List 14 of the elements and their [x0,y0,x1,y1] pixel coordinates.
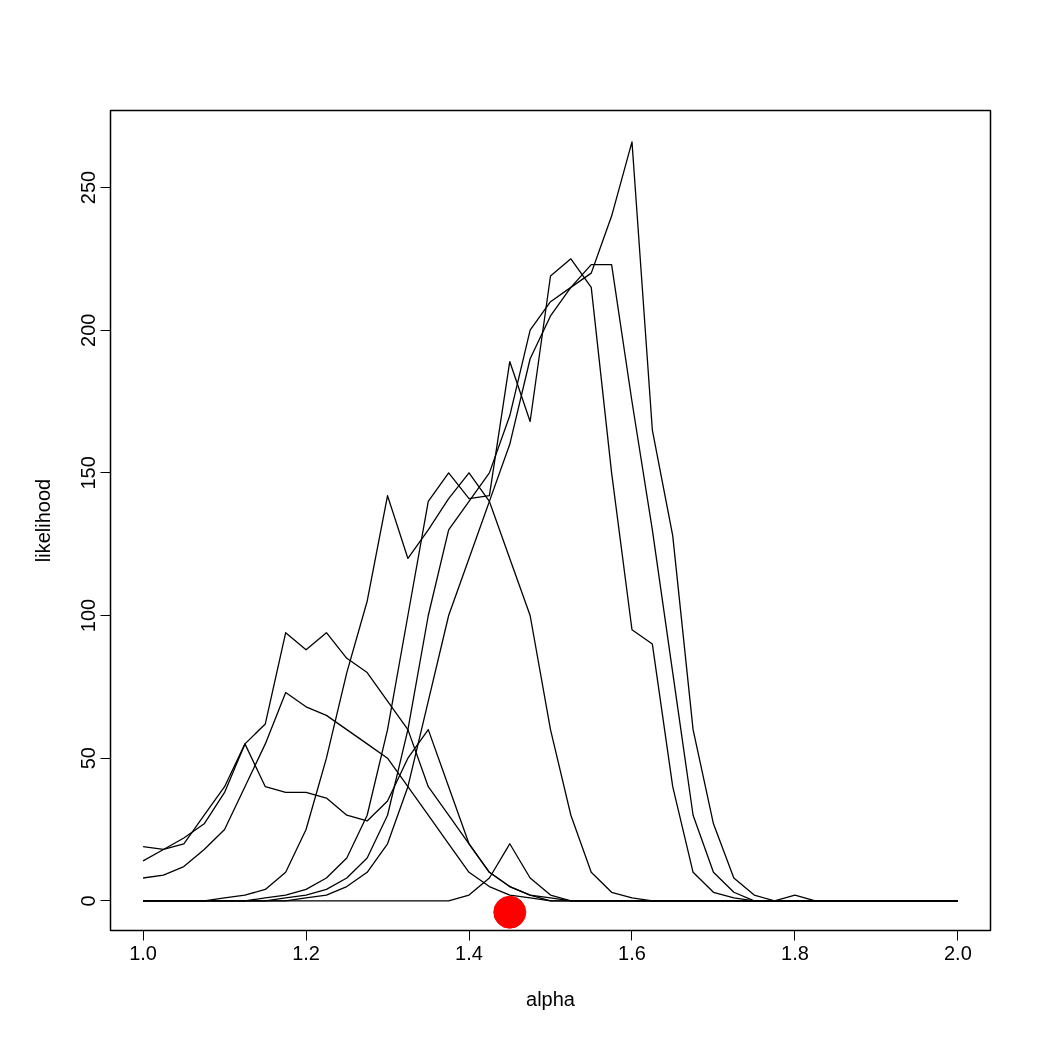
x-tick-label: 2.0 [944,941,972,964]
y-tick-label: 50 [77,747,100,770]
y-tick-label: 0 [77,895,100,907]
x-axis-title: alpha [526,987,576,1010]
y-tick-label: 150 [77,456,100,490]
x-tick-label: 1.4 [455,941,483,964]
y-axis-title: likelihood [31,478,54,563]
x-tick-label: 1.6 [618,941,646,964]
x-tick-label: 1.8 [781,941,809,964]
y-tick-label: 100 [77,598,100,633]
x-tick-label: 1.2 [292,941,320,964]
y-tick-label: 200 [77,313,100,347]
x-tick-label: 1.0 [129,941,157,964]
y-tick-label: 250 [77,170,100,205]
